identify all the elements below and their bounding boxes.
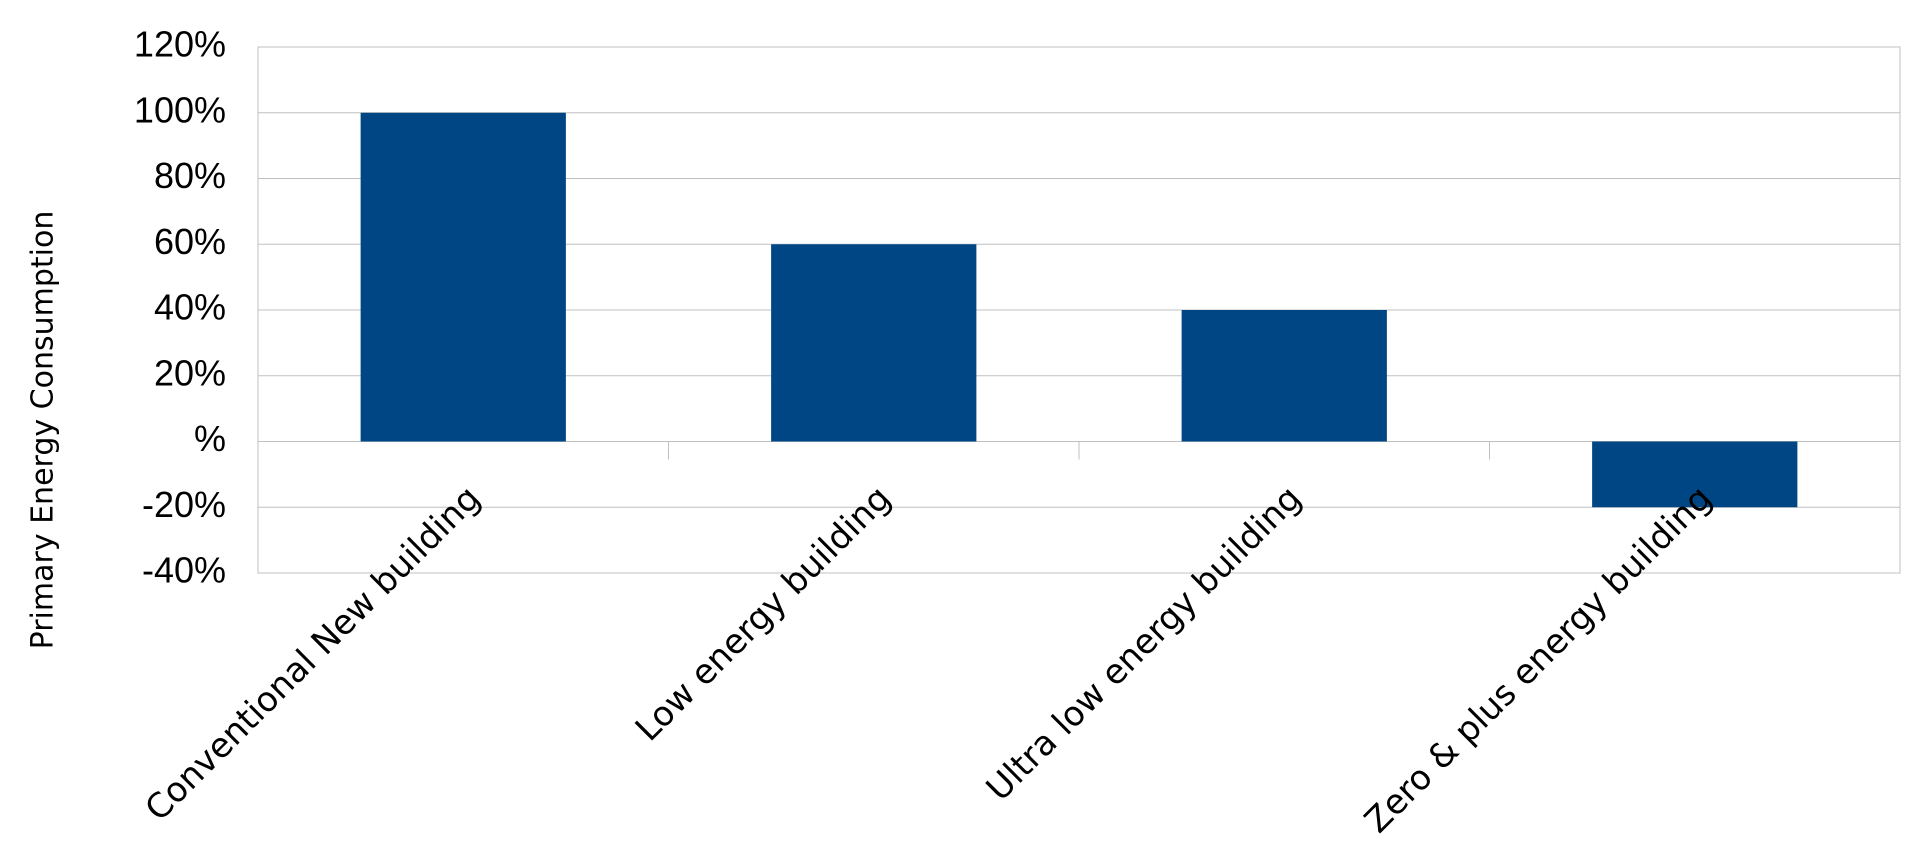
x-tick-label: Ultra low energy building [979,478,1310,809]
bar [771,244,977,442]
bar [360,112,566,442]
y-tick-label: -40% [142,550,226,591]
y-tick-label: 20% [154,352,226,393]
y-tick-label: 100% [134,89,226,130]
x-tick-label: Zero & plus energy building [1357,478,1720,841]
x-tick-label: Conventional New building [138,478,489,829]
y-tick-label: -20% [142,484,226,525]
y-axis-title: Primary Energy Consumption [26,211,61,650]
y-tick-label: 40% [154,287,226,328]
bar [1181,310,1387,442]
y-tick-label: % [194,418,226,459]
y-tick-label: 80% [154,155,226,196]
x-tick-label: Low energy building [628,478,899,749]
bar [1592,441,1798,508]
y-tick-label: 120% [134,24,226,65]
y-tick-label: 60% [154,221,226,262]
